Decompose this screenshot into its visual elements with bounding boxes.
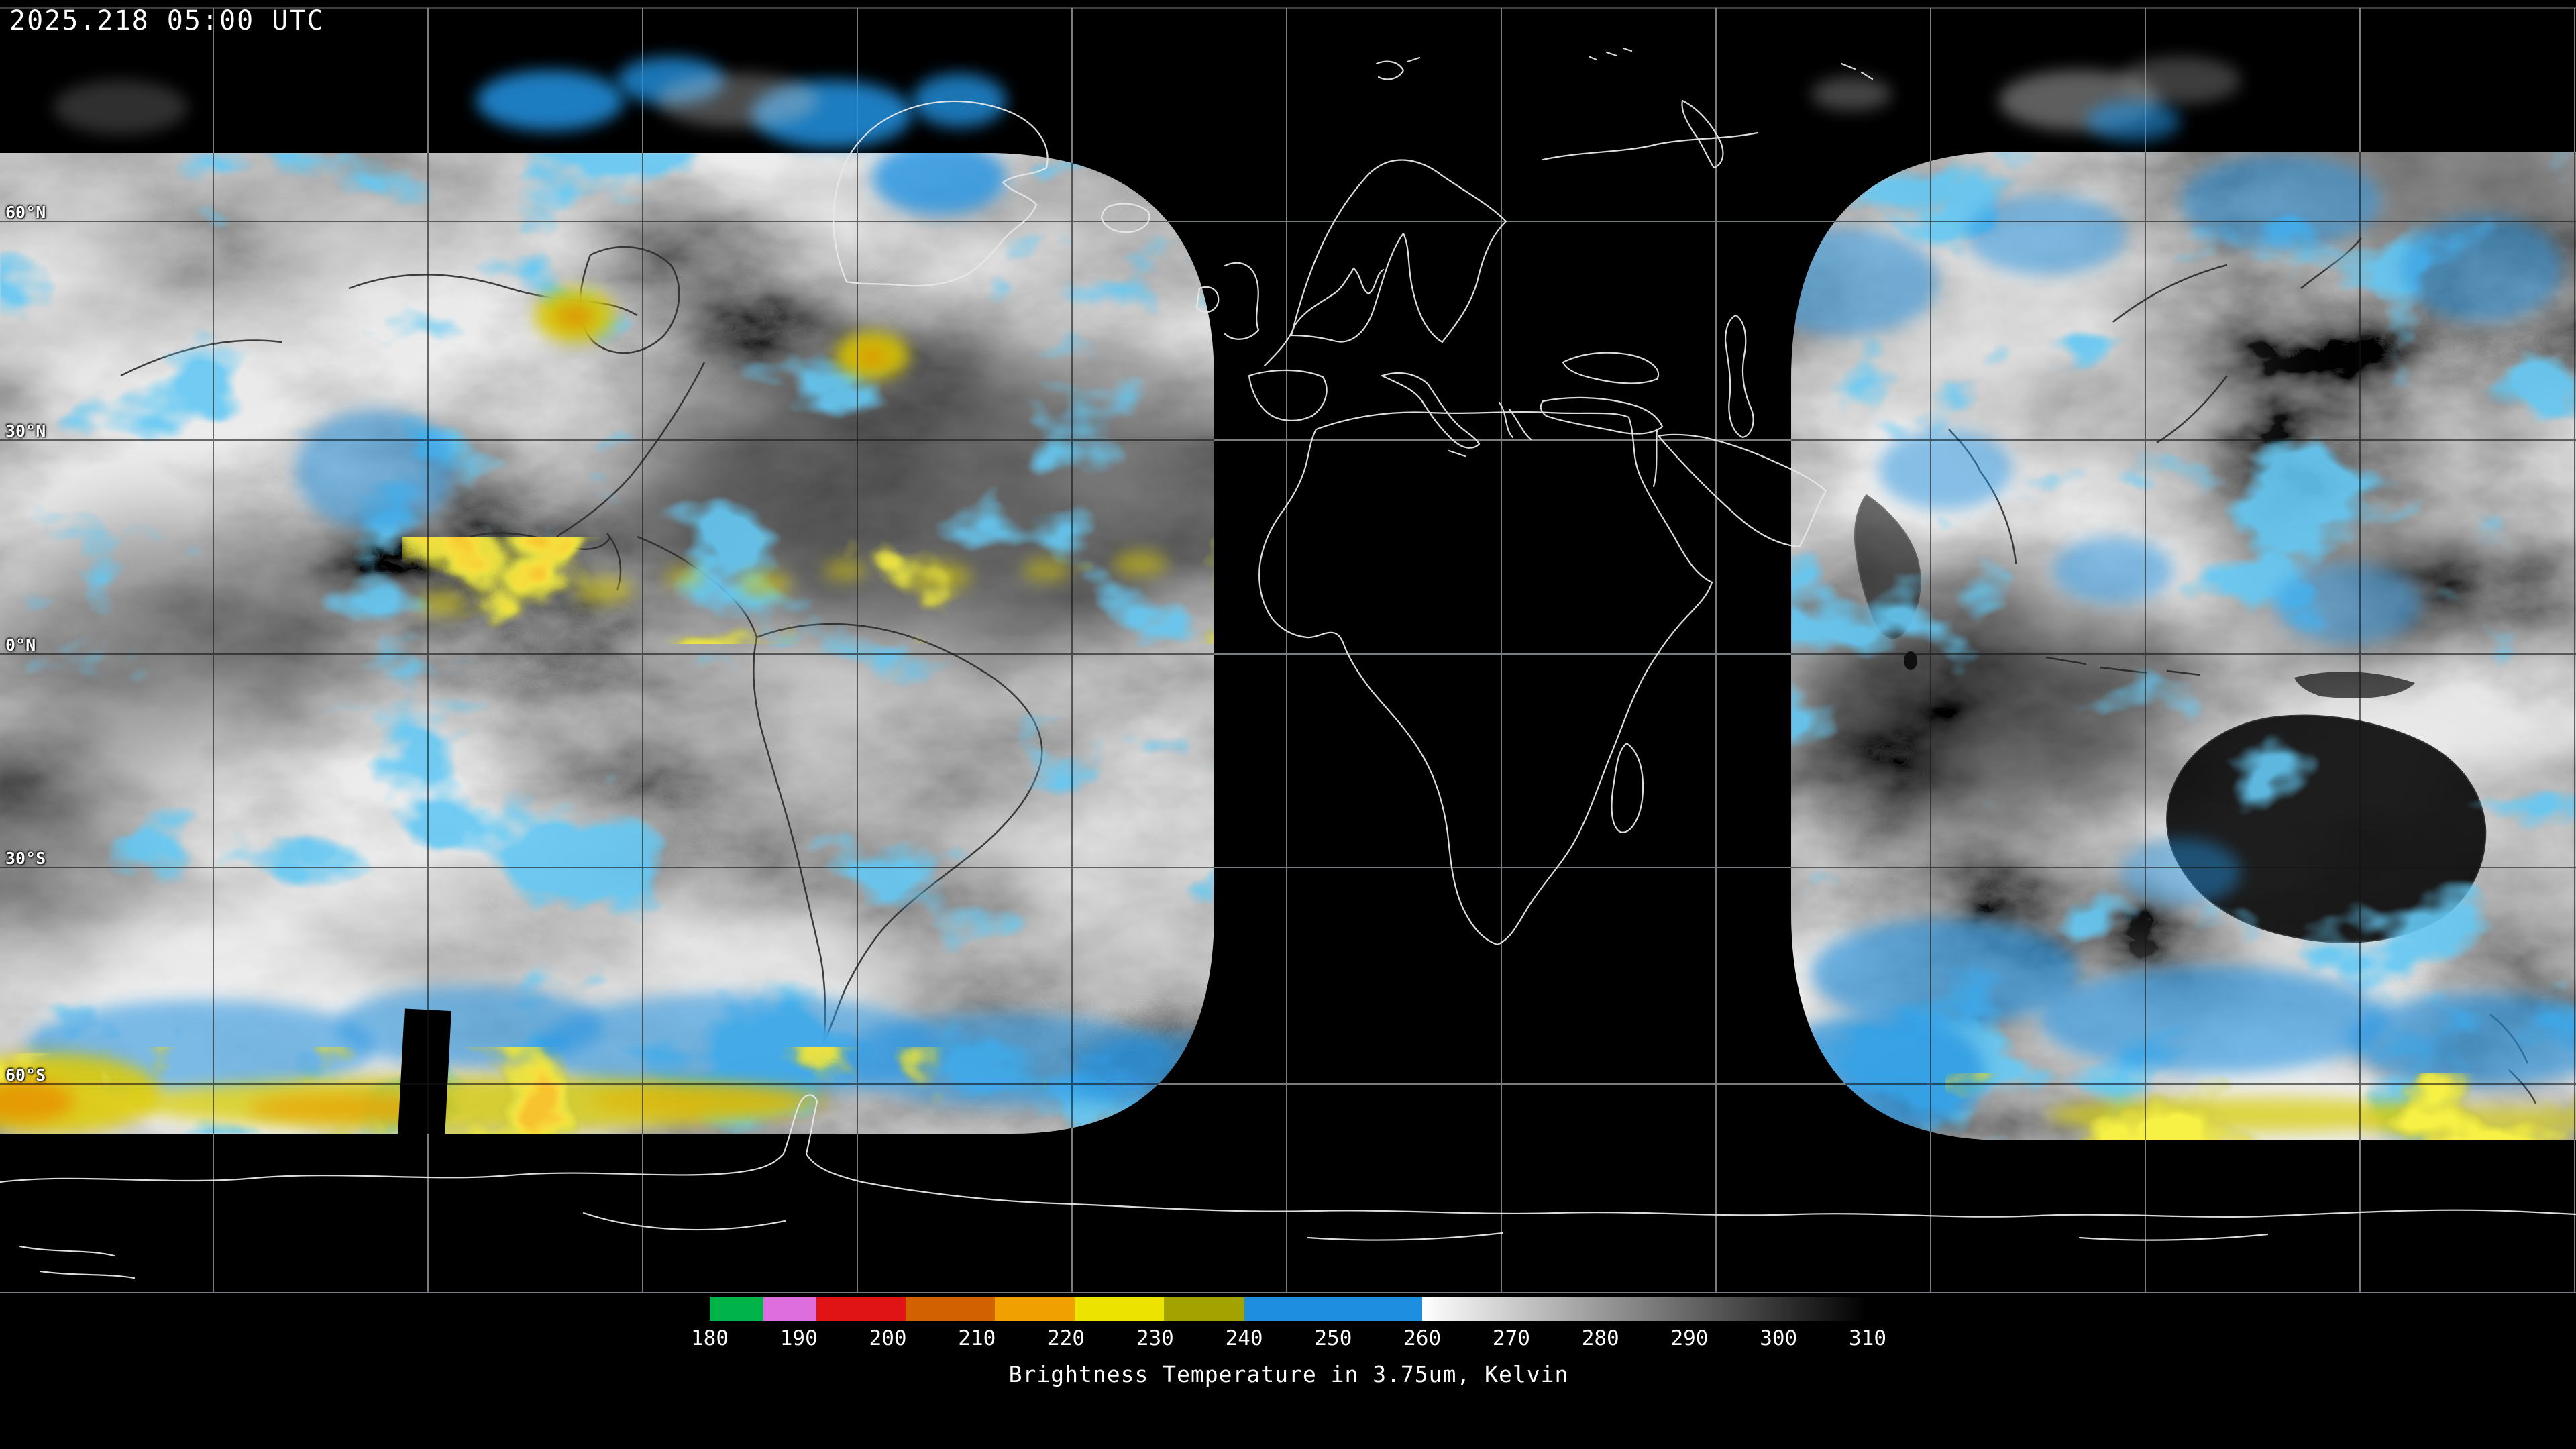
coastline-novaya-zemlya: [1681, 99, 1724, 169]
swath-seam: [398, 1008, 451, 1134]
colorbar-tick-label: 270: [1492, 1326, 1530, 1350]
colorbar-legend: 180 190 200 210 220 230 240 250 260 270 280 290 300 3…: [691, 1297, 1886, 1387]
colorbar-tick-label: 190: [780, 1326, 818, 1350]
colorbar-tick-label: 250: [1314, 1326, 1352, 1350]
colorbar-segment: [816, 1297, 906, 1321]
colorbar-tick-label: 290: [1670, 1326, 1709, 1350]
colorbar-segment: [1422, 1297, 1868, 1321]
colorbar-tick-label: 310: [1849, 1326, 1886, 1350]
colorbar-ticks: 180 190 200 210 220 230 240 250 260 270 280 290 300 3…: [691, 1326, 1886, 1353]
coastline-sicily: [1448, 449, 1466, 458]
colorbar-tick-label: 300: [1760, 1326, 1798, 1350]
colorbar-segment: [1244, 1297, 1423, 1321]
coastline-iceland: [1100, 203, 1150, 233]
left-satellite-swath: [0, 153, 1214, 1134]
latitude-label-30s: 30°S: [5, 849, 46, 868]
colorbar-segment: [710, 1297, 763, 1321]
coastline-britain: [1224, 262, 1260, 340]
colorbar-tick-label: 200: [869, 1326, 907, 1350]
coastline-anatolia: [1540, 396, 1664, 488]
coastline-ireland: [1195, 286, 1220, 313]
coastline-iberia: [1248, 369, 1328, 421]
colorbar-bar: [710, 1297, 1868, 1321]
colorbar-segment: [994, 1297, 1075, 1321]
colorbar-caption: Brightness Temperature in 3.75um, Kelvin: [1008, 1361, 1569, 1387]
latitude-label-60s: 60°S: [5, 1065, 46, 1085]
colorbar-segment: [763, 1297, 817, 1321]
coastline-france-denmark: [1263, 267, 1385, 367]
colorbar-segment: [1164, 1297, 1244, 1321]
colorbar-segment: [1075, 1297, 1165, 1321]
colorbar-tick-label: 220: [1047, 1326, 1085, 1350]
arctic-cloud-patches: [54, 57, 2241, 148]
timestamp: 2025.218 05:00 UTC: [9, 5, 325, 36]
coastlines: [0, 47, 2576, 1279]
coastline-arabia: [1657, 433, 1827, 548]
colorbar-tick-label: 180: [691, 1326, 729, 1350]
coastline-antarctic-detail: [19, 1245, 136, 1279]
colorbar-tick-label: 210: [958, 1326, 996, 1350]
colorbar-tick-label: 240: [1225, 1326, 1263, 1350]
colorbar-tick-label: 260: [1403, 1326, 1442, 1350]
latitude-label-60n: 60°N: [5, 203, 46, 222]
latitude-label-0n: 0°N: [5, 635, 36, 655]
coastline-arctic-islands: [1589, 47, 1874, 80]
coastline-madagascar: [1611, 742, 1644, 833]
latitude-label-30n: 30°N: [5, 421, 46, 441]
colorbar-tick-label: 280: [1581, 1326, 1619, 1350]
colorbar-segment: [906, 1297, 995, 1321]
right-satellite-swath: [1791, 152, 2576, 1140]
colorbar-tick-label: 230: [1136, 1326, 1174, 1350]
coastline-italy: [1381, 372, 1481, 449]
coastline-greenland: [833, 100, 1049, 287]
coastline-svalbard: [1375, 56, 1421, 80]
coastline-black-sea: [1562, 352, 1660, 384]
coastline-arctic-russia: [1542, 131, 1759, 161]
coastline-caspian-sea: [1724, 314, 1754, 439]
coastline-ice-shelves: [582, 1212, 2269, 1241]
coastline-scandinavia: [1290, 159, 1507, 343]
coastline-antarctica: [0, 1094, 2576, 1218]
coastline-africa: [1258, 411, 1713, 946]
right-swath-blue-features: [1791, 154, 2576, 1134]
